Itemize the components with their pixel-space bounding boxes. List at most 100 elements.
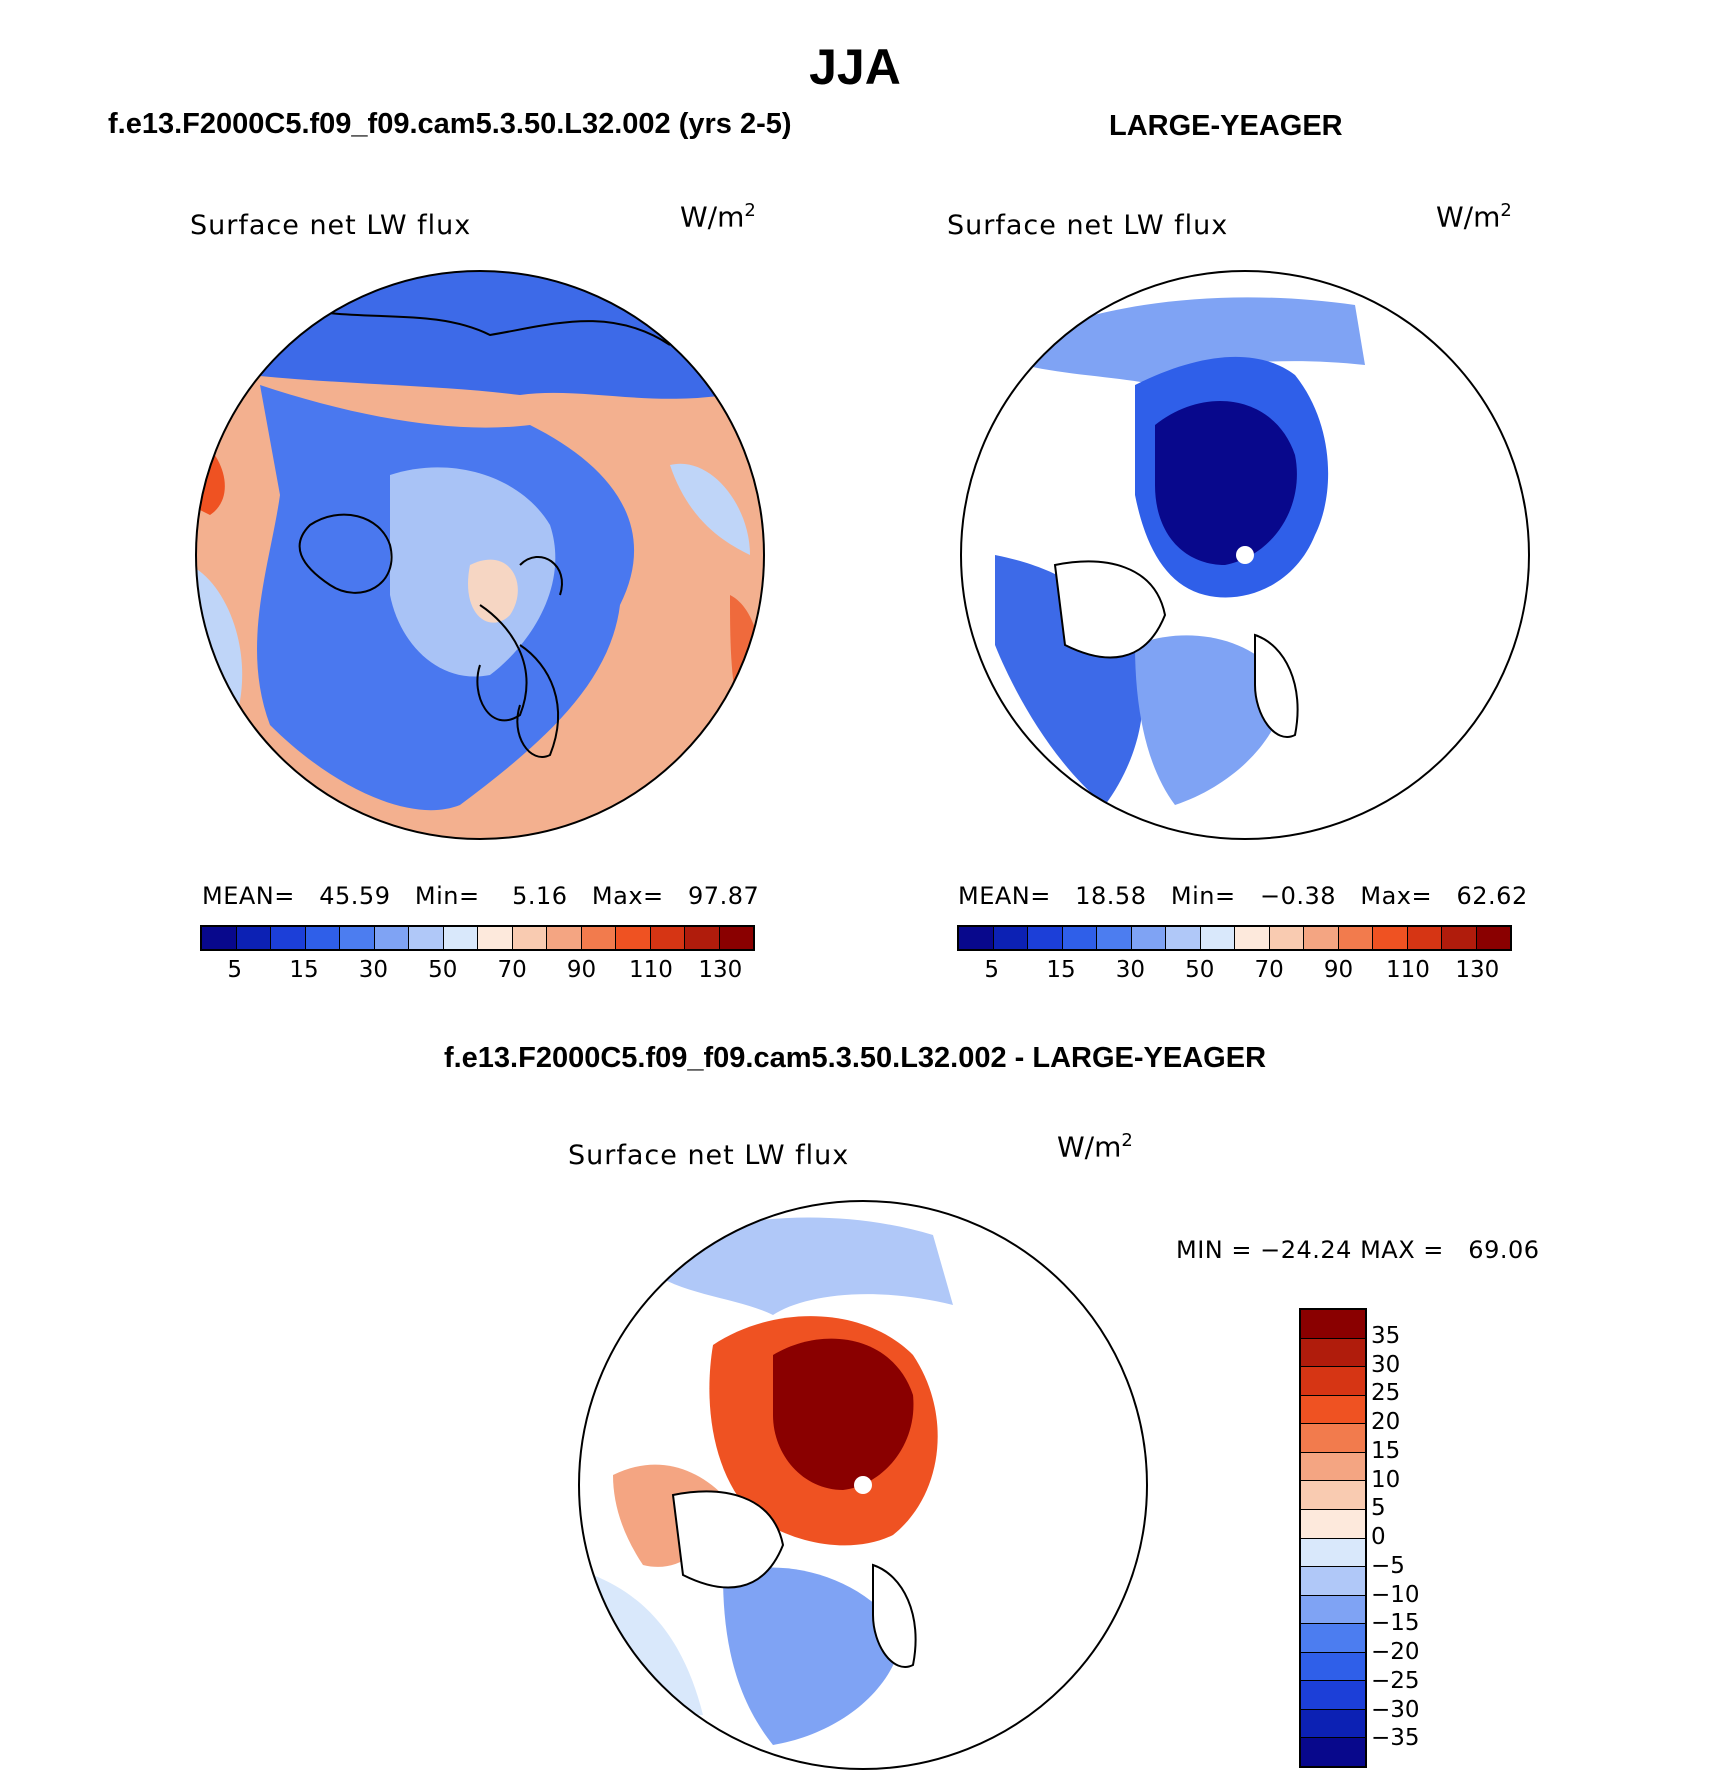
- colorbar-tick-label: 90: [566, 957, 597, 983]
- colorbar-swatch: [373, 927, 408, 949]
- colorbar-panel-3: 35 30 25 20 15 10 5 0 −5 −10 −15 −20 −25 −30 −35: [1299, 1308, 1420, 1768]
- map-panel-3: [578, 1200, 1148, 1770]
- colorbar-tick-label: 5: [1371, 1495, 1386, 1522]
- colorbar-swatch: [408, 927, 443, 949]
- colorbar-swatch: [684, 927, 719, 949]
- colorbar-swatch: [1301, 1508, 1365, 1538]
- colorbar-tick-label: 20: [1371, 1409, 1401, 1435]
- colorbar-swatch: [1301, 1310, 1365, 1338]
- colorbar-tick-label: 0: [1371, 1524, 1386, 1550]
- panel-2-units: W/m2: [1436, 200, 1512, 234]
- colorbar-swatch: [477, 927, 512, 949]
- colorbar-swatch: [1301, 1594, 1365, 1624]
- colorbar-tick-label: 70: [1254, 957, 1284, 983]
- colorbar-tick-label: 5: [984, 957, 999, 983]
- colorbar-swatch: [304, 927, 339, 949]
- colorbar-tick-label: −20: [1371, 1639, 1420, 1665]
- colorbar-swatch: [615, 927, 650, 949]
- colorbar-tick-label: 10: [1371, 1466, 1401, 1493]
- colorbar-swatch: [1303, 927, 1338, 949]
- colorbar-swatch: [1441, 927, 1476, 949]
- panel-3-stats: MIN = −24.24 MAX = 69.06: [1176, 1236, 1540, 1264]
- colorbar-tick-label: 110: [628, 957, 673, 983]
- colorbar-swatch: [1301, 1708, 1365, 1738]
- colorbar-swatch: [1372, 927, 1407, 949]
- colorbar-swatch: [202, 927, 236, 949]
- colorbar-swatch: [1301, 1423, 1365, 1452]
- panel-1-units: W/m2: [680, 200, 756, 234]
- colorbar-swatch: [1301, 1680, 1365, 1709]
- colorbar-swatch: [1301, 1623, 1365, 1652]
- page-title: JJA: [809, 39, 901, 95]
- colorbar-tick-label: 70: [497, 957, 527, 983]
- colorbar-tick-label: 50: [428, 957, 458, 983]
- colorbar-swatch: [546, 927, 581, 949]
- colorbar-swatch: [649, 927, 684, 949]
- colorbar-swatch: [1301, 1394, 1365, 1424]
- colorbar-tick-label: 30: [1115, 957, 1146, 983]
- colorbar-swatch: [1301, 1366, 1365, 1395]
- colorbar-swatch: [580, 927, 615, 949]
- colorbar-swatch: [1268, 927, 1303, 949]
- colorbar-swatch: [270, 927, 305, 949]
- colorbar-panel-2: 5 15 30 50 70 90 110 130: [957, 925, 1512, 985]
- panel-2-header: LARGE-YEAGER: [1109, 110, 1343, 142]
- colorbar-swatch: [1301, 1651, 1365, 1681]
- panel-3-units: W/m2: [1057, 1130, 1133, 1164]
- colorbar-tick-label: 50: [1185, 957, 1215, 983]
- colorbar-tick-label: −15: [1371, 1610, 1420, 1637]
- colorbar-swatch: [1301, 1337, 1365, 1367]
- colorbar-tick-label: 130: [1455, 957, 1500, 983]
- colorbar-swatch: [442, 927, 477, 949]
- colorbar-swatch: [1165, 927, 1200, 949]
- colorbar-swatch: [235, 927, 270, 949]
- panel-2-stats: MEAN= 18.58 Min= −0.38 Max= 62.62: [958, 882, 1528, 910]
- colorbar-swatch: [1061, 927, 1096, 949]
- colorbar-swatch: [1301, 1737, 1365, 1766]
- colorbar-tick-label: 90: [1323, 957, 1354, 983]
- colorbar-tick-label: −35: [1371, 1725, 1420, 1752]
- panel-2-variable: Surface net LW flux: [947, 210, 1229, 241]
- colorbar-swatch: [1301, 1480, 1365, 1509]
- panel-1-header: f.e13.F2000C5.f09_f09.cam5.3.50.L32.002 …: [108, 108, 792, 140]
- colorbar-swatch: [1234, 927, 1269, 949]
- colorbar-tick-label: 15: [289, 957, 319, 983]
- panel-1-stats: MEAN= 45.59 Min= 5.16 Max= 97.87: [202, 882, 760, 910]
- colorbar-tick-label: 5: [227, 957, 242, 983]
- colorbar-panel-1: 5 15 30 50 70 90 110 130: [200, 925, 755, 985]
- colorbar-swatch: [511, 927, 546, 949]
- colorbar-tick-label: 110: [1385, 957, 1430, 983]
- colorbar-swatch: [992, 927, 1027, 949]
- colorbar-tick-label: −5: [1371, 1552, 1405, 1579]
- map-panel-2: [960, 270, 1530, 840]
- colorbar-tick-label: 35: [1371, 1322, 1401, 1349]
- colorbar-tick-label: −10: [1371, 1581, 1420, 1608]
- colorbar-swatch: [1096, 927, 1131, 949]
- colorbar-swatch: [1199, 927, 1234, 949]
- colorbar-tick-label: 15: [1046, 957, 1076, 983]
- colorbar-tick-label: 15: [1371, 1437, 1401, 1464]
- colorbar-tick-label: −30: [1371, 1696, 1420, 1723]
- panel-3-variable: Surface net LW flux: [568, 1140, 850, 1171]
- colorbar-swatches: [200, 925, 755, 951]
- colorbar-swatch: [339, 927, 374, 949]
- colorbar-swatch: [1406, 927, 1441, 949]
- panel-3-header: f.e13.F2000C5.f09_f09.cam5.3.50.L32.002 …: [443, 1042, 1267, 1074]
- colorbar-swatch: [1337, 927, 1372, 949]
- colorbar-tick-label: −25: [1371, 1667, 1420, 1694]
- panel-1-variable: Surface net LW flux: [190, 210, 472, 241]
- colorbar-swatch: [1301, 1537, 1365, 1567]
- colorbar-swatch: [1301, 1451, 1365, 1481]
- colorbar-swatches: [1299, 1308, 1367, 1768]
- colorbar-swatch: [959, 927, 993, 949]
- colorbar-swatch: [1027, 927, 1062, 949]
- colorbar-tick-label: 30: [358, 957, 389, 983]
- colorbar-tick-label: 130: [698, 957, 743, 983]
- colorbar-tick-label: 30: [1371, 1351, 1401, 1378]
- colorbar-swatch: [1130, 927, 1165, 949]
- colorbar-tick-label: 25: [1371, 1380, 1401, 1407]
- colorbar-swatch: [718, 927, 753, 949]
- colorbar-swatches: [957, 925, 1512, 951]
- colorbar-swatch: [1475, 927, 1510, 949]
- map-panel-1: [195, 270, 765, 840]
